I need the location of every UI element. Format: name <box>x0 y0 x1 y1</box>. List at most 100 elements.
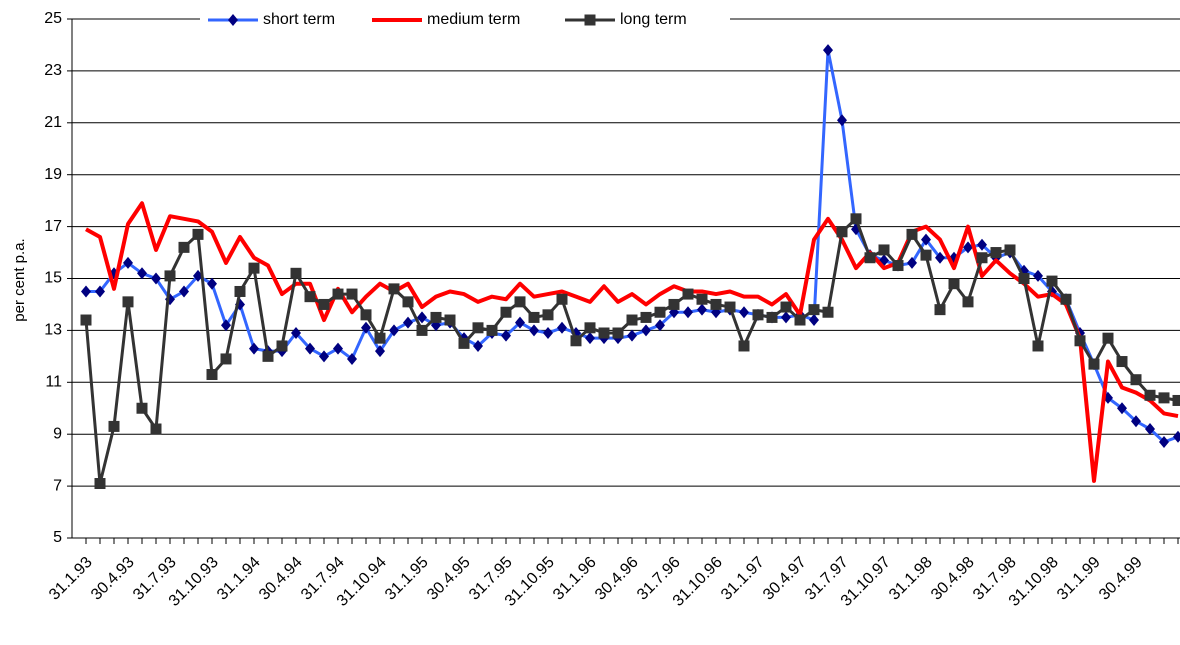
data-point <box>948 278 960 290</box>
data-point <box>850 213 862 225</box>
data-point <box>1088 358 1100 370</box>
data-point <box>1102 332 1114 344</box>
data-point <box>724 301 736 313</box>
data-point <box>290 267 302 279</box>
data-point <box>641 324 651 337</box>
y-tick-label: 23 <box>44 62 62 79</box>
y-tick-label: 21 <box>44 114 62 131</box>
data-point <box>151 272 161 285</box>
data-point <box>444 314 456 326</box>
data-point <box>864 252 876 264</box>
data-point <box>752 309 764 321</box>
x-tick-label: 30.4.96 <box>592 554 642 604</box>
x-tick-label: 31.1.97 <box>718 554 768 604</box>
x-tick-label: 31.1.98 <box>886 554 936 604</box>
data-point <box>276 340 288 352</box>
data-point <box>934 304 946 316</box>
data-point <box>136 402 148 414</box>
data-point <box>640 311 652 323</box>
data-point <box>906 228 918 240</box>
y-tick-label: 7 <box>53 477 62 494</box>
data-point <box>836 226 848 238</box>
data-point <box>557 321 567 334</box>
data-point <box>178 241 190 253</box>
data-point <box>389 324 399 337</box>
data-point <box>234 285 246 297</box>
x-tick-label: 31.1.93 <box>46 554 96 604</box>
data-point <box>612 327 624 339</box>
data-point <box>598 327 610 339</box>
data-point <box>528 311 540 323</box>
data-point <box>529 324 539 337</box>
x-tick-label: 31.1.99 <box>1054 554 1104 604</box>
data-point <box>1130 374 1142 386</box>
data-point <box>500 306 512 318</box>
series-line <box>85 201 1179 483</box>
y-tick-label: 15 <box>44 270 62 287</box>
y-tick-label: 13 <box>44 322 62 339</box>
data-point <box>417 311 427 324</box>
data-point <box>780 301 792 313</box>
data-point <box>248 262 260 274</box>
data-point <box>473 339 483 352</box>
data-point <box>249 342 259 355</box>
data-point <box>179 285 189 298</box>
y-tick-label: 19 <box>44 166 62 183</box>
data-point <box>570 335 582 347</box>
x-tick-label: 31.1.94 <box>214 554 264 604</box>
data-point <box>556 293 568 305</box>
data-point <box>738 340 750 352</box>
legend-marker <box>228 14 238 26</box>
data-point <box>781 311 791 324</box>
x-tick-label: 30.4.99 <box>1096 554 1146 604</box>
data-point <box>94 478 106 490</box>
data-point <box>683 306 693 319</box>
data-point <box>976 252 988 264</box>
data-point <box>347 352 357 365</box>
data-point <box>1159 435 1169 448</box>
data-point <box>1033 269 1043 282</box>
data-point <box>346 288 358 300</box>
data-point <box>921 233 931 246</box>
data-point <box>697 303 707 316</box>
y-tick-label: 11 <box>45 374 62 391</box>
data-point <box>920 249 932 261</box>
x-tick-label: 30.4.93 <box>88 554 138 604</box>
legend: short term medium term long term <box>200 6 730 34</box>
data-point <box>81 285 91 298</box>
data-point <box>682 288 694 300</box>
data-point <box>823 44 833 57</box>
data-point <box>221 319 231 332</box>
data-point <box>962 296 974 308</box>
data-point <box>388 283 400 295</box>
data-point <box>907 256 917 269</box>
legend-label: medium term <box>427 11 520 28</box>
data-point <box>164 270 176 282</box>
y-axis-label: per cent p.a. <box>11 238 28 321</box>
data-point <box>80 314 92 326</box>
y-tick-label: 5 <box>53 529 62 546</box>
x-tick-label: 30.4.94 <box>256 554 306 604</box>
data-point <box>655 319 665 332</box>
data-point <box>794 314 806 326</box>
x-tick-label: 31.1.96 <box>550 554 600 604</box>
data-point <box>332 288 344 300</box>
data-point <box>304 291 316 303</box>
data-point <box>935 251 945 264</box>
legend-label: short term <box>263 11 335 28</box>
x-tick-label: 30.4.95 <box>424 554 474 604</box>
data-point <box>584 322 596 334</box>
x-tick-label: 31.1.95 <box>382 554 432 604</box>
data-point <box>1004 244 1016 256</box>
data-point <box>122 296 134 308</box>
data-point <box>192 228 204 240</box>
data-point <box>515 316 525 329</box>
data-point <box>333 342 343 355</box>
data-point <box>626 314 638 326</box>
y-tick-label: 9 <box>53 425 62 442</box>
data-point <box>501 329 511 342</box>
legend-background <box>200 6 730 34</box>
data-point <box>668 298 680 310</box>
data-point <box>402 296 414 308</box>
